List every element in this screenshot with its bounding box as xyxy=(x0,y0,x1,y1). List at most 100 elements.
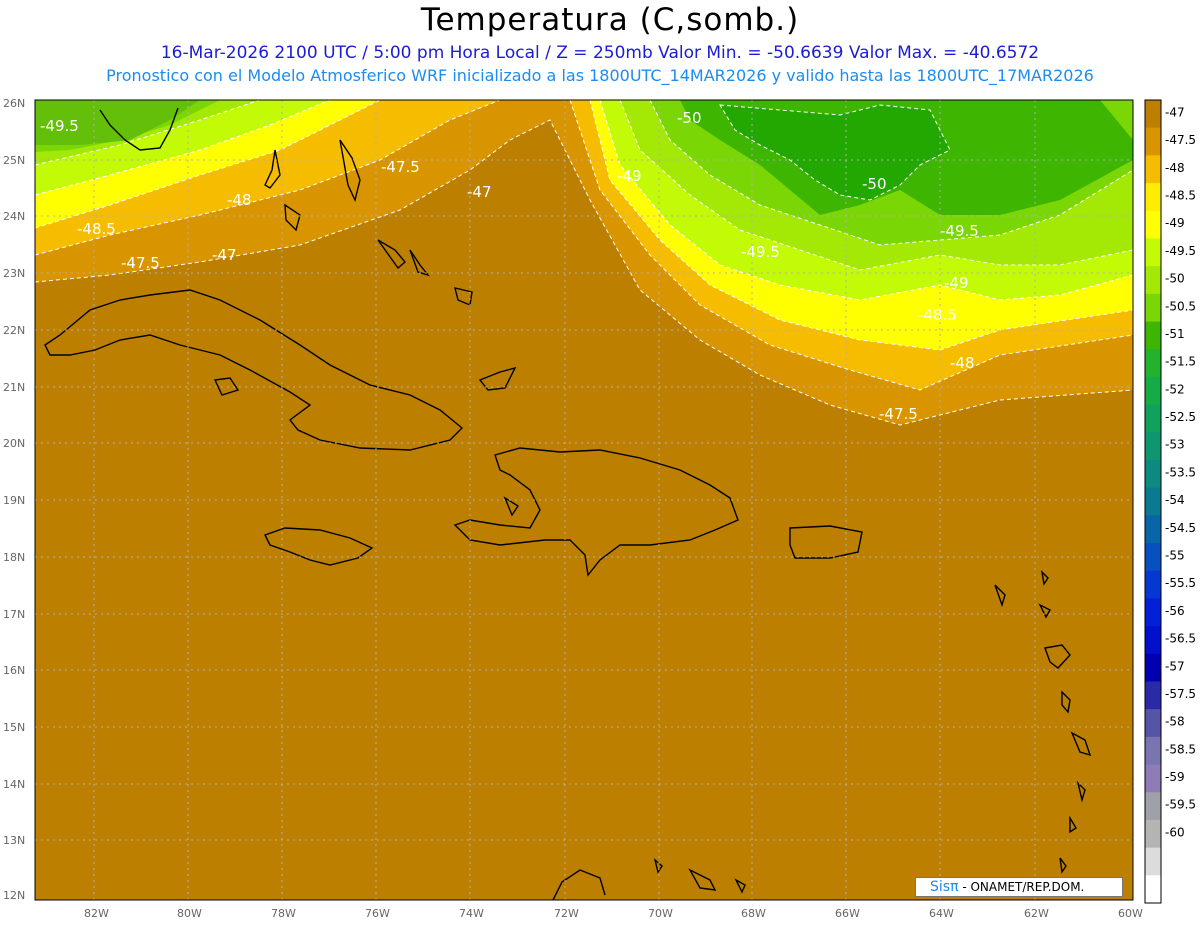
lon-label: 64W xyxy=(929,907,954,920)
contour-label: -47.5 xyxy=(121,254,160,272)
contour-label: -47 xyxy=(467,183,492,201)
contour-label: -47.5 xyxy=(381,158,420,176)
lat-label: 23N xyxy=(3,267,25,280)
band-minus-50-5 xyxy=(35,100,200,145)
colorbar-label: -52 xyxy=(1165,382,1185,396)
contour-label: -48.5 xyxy=(918,306,957,324)
colorbar-swatch xyxy=(1145,238,1161,267)
lon-label: 68W xyxy=(741,907,766,920)
credit-box: Sisπ - ONAMET/REP.DOM. xyxy=(915,877,1123,897)
coastlines xyxy=(44,107,1092,901)
colorbar-label: -49.5 xyxy=(1165,244,1196,258)
colorbar-label: -59.5 xyxy=(1165,798,1196,812)
colorbar-label: -55 xyxy=(1165,548,1185,562)
colorbar-label: -49 xyxy=(1165,216,1185,230)
contour-label: -47.5 xyxy=(879,405,918,423)
colorbar-swatch xyxy=(1145,183,1161,212)
lat-label: 19N xyxy=(3,494,25,507)
contour-lines xyxy=(34,99,1134,426)
colorbar-swatch xyxy=(1145,709,1161,738)
contour-label: -49.5 xyxy=(940,222,979,240)
lon-label: 72W xyxy=(554,907,579,920)
lat-label: 24N xyxy=(3,210,25,223)
contour-label: -48.5 xyxy=(77,220,116,238)
lat-label: 12N xyxy=(3,889,25,902)
colorbar-label: -56.5 xyxy=(1165,632,1196,646)
graticule xyxy=(35,100,1133,900)
colorbar-label: -48.5 xyxy=(1165,189,1196,203)
colorbar-swatch xyxy=(1145,543,1161,572)
lat-label: 18N xyxy=(3,551,25,564)
lat-label: 25N xyxy=(3,154,25,167)
temperature-map: -49.5 -50 -49 -50 -47.5 -47 -48 -48.5 -4… xyxy=(3,97,1196,920)
colorbar-label: -51.5 xyxy=(1165,355,1196,369)
colorbar-label: -54 xyxy=(1165,493,1185,507)
lat-label: 13N xyxy=(3,834,25,847)
lat-label: 21N xyxy=(3,381,25,394)
lat-label: 22N xyxy=(3,324,25,337)
colorbar-swatch xyxy=(1145,515,1161,544)
credit-text: - ONAMET/REP.DOM. xyxy=(962,880,1085,894)
colorbar-frame xyxy=(1144,99,1162,904)
lat-label: 15N xyxy=(3,721,25,734)
longitude-labels: 82W 80W 78W 76W 74W 72W 70W 68W 66W 64W … xyxy=(84,907,1143,920)
contour-label: -50 xyxy=(862,175,887,193)
colorbar-label: -60 xyxy=(1165,825,1185,839)
colorbar-swatch xyxy=(1145,321,1161,350)
colorbar-label: -56 xyxy=(1165,604,1185,618)
colorbar-swatch xyxy=(1145,155,1161,184)
colorbar-swatch xyxy=(1145,570,1161,599)
model-info-line: Pronostico con el Modelo Atmosferico WRF… xyxy=(106,66,1094,85)
lon-label: 78W xyxy=(271,907,296,920)
contour-label: -49 xyxy=(944,274,969,292)
colorbar-swatch xyxy=(1145,819,1161,849)
colorbar-swatch xyxy=(1145,432,1161,461)
colorbar-swatch xyxy=(1145,487,1161,516)
latitude-labels: 26N 25N 24N 23N 22N 21N 20N 19N 18N 17N … xyxy=(3,97,25,902)
lon-label: 74W xyxy=(459,907,484,920)
lon-label: 70W xyxy=(648,907,673,920)
map-frame xyxy=(34,99,1134,901)
colorbar-swatch xyxy=(1145,653,1161,682)
colorbar-label: -47 xyxy=(1165,105,1185,119)
colorbar-swatch xyxy=(1145,210,1161,239)
colorbar-swatch xyxy=(1145,875,1161,904)
colorbar-label: -53 xyxy=(1165,438,1185,452)
colorbar-swatch xyxy=(1145,736,1161,766)
contour-label: -50 xyxy=(677,109,702,127)
sis-logo: Sisπ xyxy=(930,879,959,895)
colorbar-label: -58.5 xyxy=(1165,742,1196,756)
colorbar-swatch xyxy=(1145,626,1161,655)
contour-label: -48 xyxy=(227,191,252,209)
lon-label: 80W xyxy=(177,907,202,920)
contour-label: -48 xyxy=(950,354,975,372)
colorbar-label: -53.5 xyxy=(1165,465,1196,479)
contour-label: -49 xyxy=(617,167,642,185)
colorbar-label: -50.5 xyxy=(1165,299,1196,313)
colorbar-swatch xyxy=(1145,266,1161,295)
colorbar: -47 -47.5 -48 -48.5 -49 -49.5 -50 -50.5 -51 -51.5… xyxy=(1144,99,1196,904)
colorbar-label: -58 xyxy=(1165,715,1185,729)
colorbar-swatch xyxy=(1145,349,1161,378)
lon-label: 76W xyxy=(365,907,390,920)
colorbar-label: -57 xyxy=(1165,659,1185,673)
forecast-info-line: 16-Mar-2026 2100 UTC / 5:00 pm Hora Loca… xyxy=(160,43,1040,63)
lon-label: 60W xyxy=(1118,907,1143,920)
lat-label: 26N xyxy=(3,97,25,110)
colorbar-swatch xyxy=(1145,598,1161,627)
lat-label: 20N xyxy=(3,437,25,450)
colorbar-swatch xyxy=(1145,681,1161,710)
colorbar-label: -51 xyxy=(1165,327,1185,341)
map-title: Temperatura (C,somb.) xyxy=(420,2,800,38)
colorbar-label: -57.5 xyxy=(1165,687,1196,701)
colorbar-label: -54.5 xyxy=(1165,521,1196,535)
contour-label: -49.5 xyxy=(741,243,780,261)
colorbar-swatch xyxy=(1145,764,1161,793)
lon-label: 82W xyxy=(84,907,109,920)
contour-label: -47 xyxy=(212,246,237,264)
lon-label: 62W xyxy=(1024,907,1049,920)
lat-label: 16N xyxy=(3,664,25,677)
colorbar-swatch xyxy=(1145,293,1161,323)
colorbar-swatch xyxy=(1145,404,1161,433)
lon-label: 66W xyxy=(835,907,860,920)
